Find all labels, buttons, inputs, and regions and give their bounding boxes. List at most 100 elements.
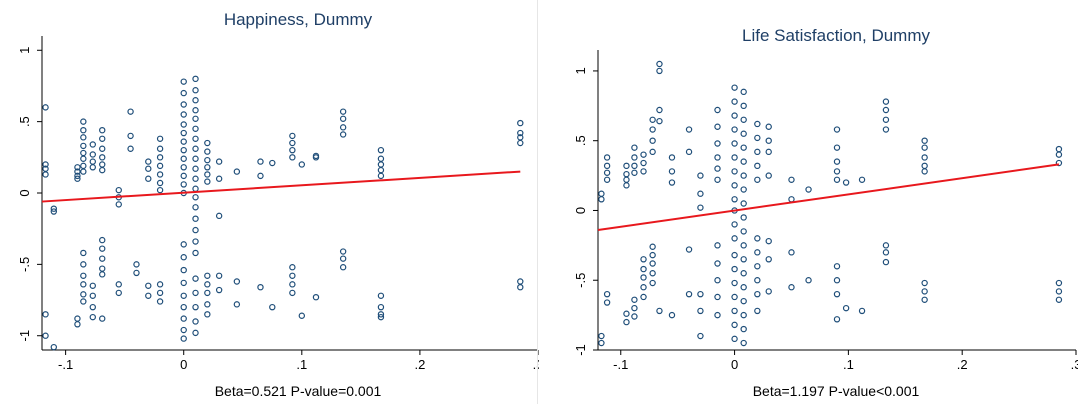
scatter-point [80, 134, 87, 141]
scatter-point [754, 307, 761, 315]
scatter-point [765, 237, 772, 245]
scatter-point [623, 176, 630, 183]
scatter-point [603, 290, 611, 298]
scatter-point [180, 279, 187, 287]
x-tick-label: .2 [414, 357, 425, 372]
scatter-point [42, 332, 49, 339]
scatter-point [339, 115, 347, 122]
scatter-point [115, 289, 122, 297]
scatter-point [631, 154, 638, 161]
scatter-point [921, 168, 928, 175]
scatter-point [180, 315, 187, 322]
scatter-point [377, 313, 385, 321]
scatter-point [298, 161, 306, 168]
scatter-point [204, 171, 211, 178]
scatter-point [731, 98, 738, 105]
scatter-point [312, 154, 320, 161]
scatter-point [714, 311, 721, 319]
scatter-point [640, 256, 647, 263]
scatter-point [754, 148, 761, 156]
scatter-point [99, 154, 106, 161]
scatter-point [89, 292, 96, 299]
scatter-point [882, 249, 890, 256]
scatter-point [204, 164, 211, 171]
scatter-point [731, 321, 738, 329]
scatter-point [754, 290, 761, 298]
scatter-point [649, 116, 656, 123]
scatter-point [192, 87, 199, 94]
scatter-point [603, 169, 611, 176]
scatter-point [697, 172, 704, 179]
scatter-point [192, 318, 199, 325]
scatter-point [1055, 279, 1063, 287]
scatter-point [192, 107, 199, 114]
x-tick-label: 0 [180, 357, 187, 372]
scatter-point [731, 112, 738, 119]
scatter-point [603, 176, 611, 183]
scatter-point [80, 261, 87, 268]
scatter-point [517, 119, 524, 127]
scatter-point [631, 144, 638, 151]
scatter-point [649, 243, 656, 250]
scatter-point [740, 311, 747, 319]
scatter-point [1055, 151, 1063, 158]
scatter-point [99, 315, 106, 322]
scatter-point [215, 286, 223, 294]
scatter-point [257, 172, 264, 180]
chart-life-satisfaction-panel: Life Satisfaction, Dummy Beta=1.197 P-va… [539, 0, 1078, 404]
scatter-point [289, 281, 296, 288]
scatter-point [180, 138, 187, 145]
scatter-point [598, 196, 605, 203]
scatter-point [215, 212, 223, 220]
scatter-point [714, 140, 721, 147]
scatter-point [192, 185, 199, 192]
scatter-point [204, 289, 211, 297]
scatter-point [714, 165, 721, 172]
scatter-point [339, 255, 347, 262]
scatter-point [656, 106, 663, 114]
scatter-point [74, 315, 81, 322]
scatter-point [598, 332, 605, 340]
scatter-point [192, 226, 199, 234]
scatter-point [842, 179, 850, 186]
scatter-point [668, 179, 676, 186]
scatter-point [714, 277, 721, 284]
scatter-point [740, 284, 747, 291]
scatter-point [1055, 145, 1063, 153]
scatter-point [180, 111, 187, 118]
chart-life-satisfaction: Life Satisfaction, Dummy Beta=1.197 P-va… [573, 26, 1078, 399]
scatter-point [192, 238, 199, 245]
scatter-point [80, 168, 87, 175]
scatter-point [842, 304, 850, 312]
scatter-point [740, 214, 747, 221]
scatter-point [180, 155, 187, 162]
scatter-point [731, 307, 738, 315]
scatter-point [377, 292, 385, 299]
scatter-point [42, 104, 49, 111]
scatter-point [623, 182, 630, 189]
scatter-point [697, 190, 704, 197]
scatter-point [156, 298, 164, 305]
scatter-point [289, 264, 296, 271]
scatter-point [192, 125, 199, 132]
scatter-point [156, 162, 164, 170]
scatter-point [74, 168, 81, 175]
scatter-point [714, 242, 721, 249]
scatter-point [921, 288, 928, 295]
scatter-point [623, 318, 630, 326]
scatter-point [740, 186, 747, 193]
scatter-point [180, 146, 187, 154]
scatter-points [42, 75, 524, 351]
scatter-point [685, 148, 693, 156]
scatter-point [180, 254, 187, 261]
scatter-point [269, 159, 276, 167]
scatter-point [204, 156, 211, 164]
scatter-point [339, 124, 347, 131]
scatter-point [99, 135, 106, 142]
scatter-point [833, 277, 841, 284]
scatter-point [649, 137, 656, 144]
scatter-point [656, 67, 663, 75]
x-tick-label: .3 [533, 357, 539, 372]
scatter-point [289, 132, 296, 140]
scatter-point [731, 168, 738, 175]
